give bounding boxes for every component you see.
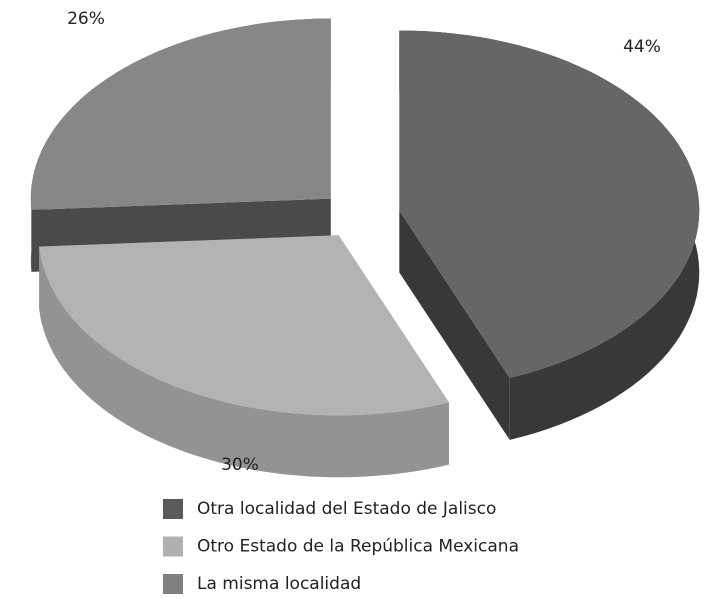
legend-label: Otro Estado de la República Mexicana	[197, 537, 519, 557]
legend-label: Otra localidad del Estado de Jalisco	[197, 499, 496, 519]
slice-side	[39, 246, 449, 478]
legend-swatch	[163, 499, 183, 519]
slice-side	[399, 210, 510, 440]
legend-swatch	[163, 574, 183, 594]
data-label: 30%	[221, 455, 259, 475]
slice	[39, 235, 449, 416]
data-label: 26%	[67, 9, 105, 29]
data-label: 44%	[623, 37, 661, 57]
legend-label: La misma localidad	[197, 574, 361, 594]
slice	[399, 30, 700, 378]
legend-swatch	[163, 536, 183, 557]
slice	[30, 18, 331, 210]
